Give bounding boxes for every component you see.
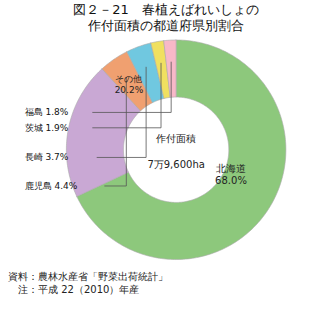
html-text:図２－21 春植えばれいしょの: 図２－21 春植えばれいしょの <box>73 2 259 17</box>
html-text:資料：農林水産省「野菜出荷統計」: 資料：農林水産省「野菜出荷統計」 <box>8 271 168 282</box>
svg-text:鹿児島 4.4%: 鹿児島 4.4% <box>25 181 78 191</box>
svg-text:福島 1.8%: 福島 1.8% <box>25 107 69 117</box>
svg-text:作付面積: 作付面積 <box>155 133 196 144</box>
svg-text:その他20.2%: その他20.2% <box>115 74 144 95</box>
svg-text:茨城 1.9%: 茨城 1.9% <box>25 123 69 133</box>
svg-text:長崎 3.7%: 長崎 3.7% <box>25 152 69 162</box>
svg-text:北海道68.0%: 北海道68.0% <box>215 163 247 186</box>
html-text:作付面積の都道府県別割合: 作付面積の都道府県別割合 <box>88 18 244 33</box>
html-text:注：平成 22（2010）年産: 注：平成 22（2010）年産 <box>8 284 140 295</box>
svg-text:7万9,600ha: 7万9,600ha <box>147 159 204 170</box>
